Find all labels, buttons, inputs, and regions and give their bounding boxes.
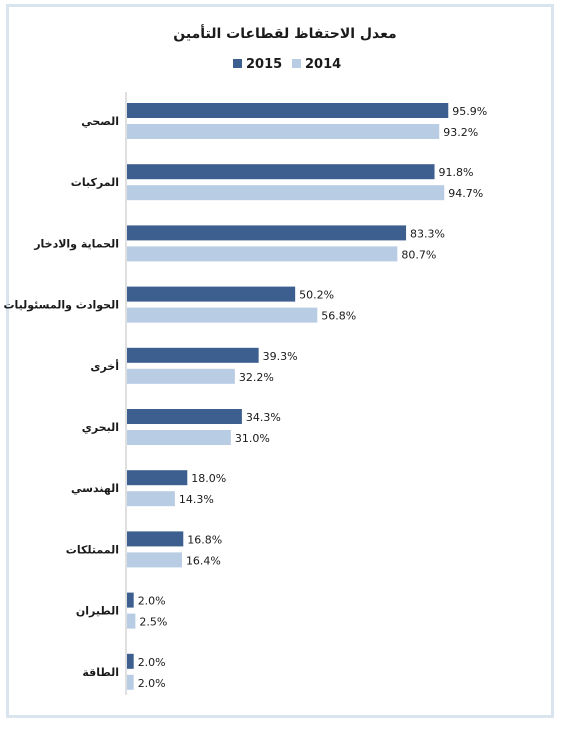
bar-2014: [127, 124, 440, 139]
legend-swatch-2014: [292, 59, 301, 68]
data-label-2015: 2.0%: [138, 595, 166, 608]
data-label-2014: 2.0%: [138, 677, 166, 690]
chart-frame: [6, 4, 554, 718]
data-label-2015: 16.8%: [187, 533, 222, 546]
data-label-2014: 2.5%: [139, 616, 167, 629]
data-label-2014: 80.7%: [401, 248, 436, 261]
bars-group: الصحي 95.9% 93.2% المركبات 91.8% 94.7% الحماية…: [3, 103, 487, 690]
bar-2014: [127, 246, 398, 262]
category-label: الحوادث والمسئوليات: [3, 299, 119, 312]
data-label-2015: 2.0%: [138, 656, 166, 669]
data-label-2014: 14.3%: [179, 493, 214, 506]
bar-2014: [127, 185, 445, 201]
data-label-2014: 93.2%: [443, 126, 478, 139]
category-label: الحماية والادخار: [33, 237, 119, 250]
bar-2014: [127, 307, 318, 323]
data-label-2015: 50.2%: [299, 289, 334, 302]
bar-2015: [127, 470, 188, 486]
bar-2015: [127, 225, 407, 241]
bar-2014: [127, 552, 182, 568]
data-label-2015: 39.3%: [263, 350, 298, 363]
legend-label-2015: 2015: [246, 57, 282, 72]
data-label-2015: 91.8%: [439, 166, 474, 179]
chart-title: معدل الاحتفاظ لقطاعات التأمين: [173, 24, 396, 42]
bar-2015: [127, 653, 134, 669]
data-label-2014: 94.7%: [448, 187, 483, 200]
bar-2015: [127, 286, 296, 302]
bar-2015: [127, 592, 134, 608]
data-label-2015: 34.3%: [246, 411, 281, 424]
bar-2015: [127, 409, 242, 424]
bar-2014: [127, 430, 231, 445]
bar-2015: [127, 531, 184, 547]
bar-2014: [127, 674, 134, 690]
data-label-2014: 56.8%: [321, 310, 356, 323]
category-label: الصحي: [81, 115, 119, 128]
data-label-2015: 18.0%: [191, 472, 226, 485]
data-label-2015: 83.3%: [410, 227, 445, 240]
category-label: الهندسي: [71, 482, 119, 495]
legend-label-2014: 2014: [305, 57, 341, 72]
bar-2015: [127, 103, 449, 118]
bar-2014: [127, 613, 136, 629]
category-label: أخرى: [90, 359, 119, 373]
legend-swatch-2015: [233, 59, 242, 68]
bar-2014: [127, 491, 175, 507]
category-label: الممتلكات: [66, 543, 119, 556]
bar-2015: [127, 164, 435, 180]
data-label-2015: 95.9%: [452, 105, 487, 118]
data-label-2014: 32.2%: [239, 371, 274, 384]
bar-2014: [127, 368, 235, 384]
data-label-2014: 31.0%: [235, 432, 270, 445]
bar-2015: [127, 347, 259, 363]
category-label: المركبات: [71, 176, 119, 189]
category-label: الطيران: [76, 605, 119, 618]
legend: 2015 2014: [233, 57, 341, 72]
category-label: البحري: [82, 421, 119, 434]
data-label-2014: 16.4%: [186, 554, 221, 567]
category-label: الطاقة: [82, 666, 119, 679]
